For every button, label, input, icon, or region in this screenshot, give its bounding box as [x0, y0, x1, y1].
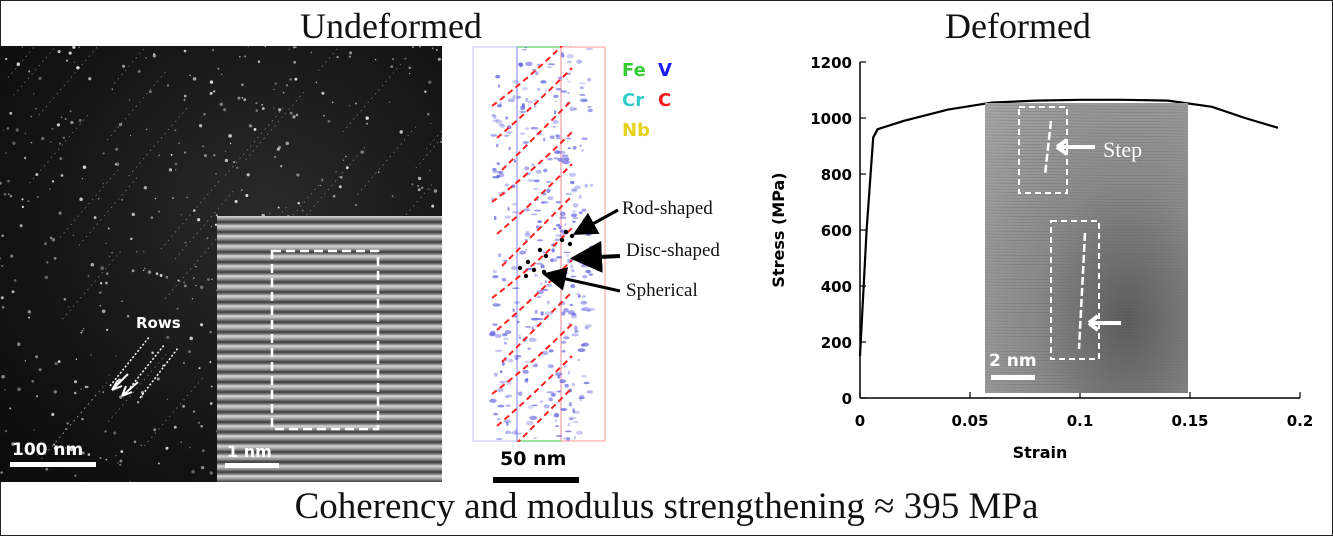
legend-c: C: [658, 90, 672, 111]
legend-fe: Fe: [622, 60, 646, 81]
heading-undeformed: Undeformed: [300, 6, 482, 46]
tem-scale-label: 100 nm: [12, 440, 84, 460]
apt-scale-label: 50 nm: [500, 448, 567, 470]
hrtem-scale-label: 2 nm: [989, 351, 1037, 371]
apt-reconstruction: [472, 46, 606, 442]
rows-label: Rows: [136, 314, 181, 332]
x-tick-label: 0.15: [1171, 412, 1208, 430]
y-tick-label: 200: [821, 334, 852, 352]
y-tick-label: 1000: [810, 110, 852, 128]
tem-scale-bar: [10, 462, 96, 467]
rows-markers: [109, 335, 179, 399]
inset-highlight-box: [270, 249, 380, 431]
x-tick-label: 0.1: [1067, 412, 1094, 430]
x-axis-label: Strain: [1013, 443, 1068, 462]
x-tick-label: 0.2: [1287, 412, 1314, 430]
y-tick-label: 800: [821, 166, 852, 184]
y-tick-label: 400: [821, 278, 852, 296]
y-axis-label: Stress (MPa): [769, 172, 788, 287]
inset-scale-bar: [225, 463, 279, 468]
series-line: [858, 98, 1279, 357]
x-tick-label: 0: [855, 412, 865, 430]
hrtem-inset-undeformed: 1 nm: [217, 216, 442, 482]
legend-nb: Nb: [622, 120, 650, 141]
y-tick-label: 1200: [810, 54, 852, 72]
y-tick-label: 600: [821, 222, 852, 240]
hrtem-deformed-overlay: [985, 104, 1188, 393]
figure-caption: Coherency and modulus strengthening ≈ 39…: [294, 486, 1039, 527]
legend-cr: Cr: [622, 90, 645, 111]
step-label: Step: [1103, 137, 1143, 162]
x-tick-label: 0.05: [951, 412, 988, 430]
apt-scale-bar: [493, 477, 579, 483]
heading-deformed: Deformed: [945, 6, 1091, 46]
apt-atom-map: [472, 46, 606, 442]
annotation-spherical: Spherical: [626, 280, 698, 301]
annotation-disc-shaped: Disc-shaped: [626, 240, 720, 261]
stress-strain-chart: 0 200 400 600 800 1000 1200 0 0.05 0.1 0.15 0.2 St…: [760, 46, 1320, 476]
hrtem-inset-deformed: Step 2 nm: [985, 103, 1188, 393]
annotation-rod-shaped: Rod-shaped: [622, 198, 713, 219]
legend-v: V: [658, 60, 672, 81]
hrtem-scale-bar: [991, 375, 1035, 380]
inset-scale-label: 1 nm: [227, 442, 272, 461]
chart-canvas: 0 200 400 600 800 1000 1200 0 0.05 0.1 0.15 0.2 St…: [769, 54, 1314, 462]
y-tick-label: 0: [842, 390, 852, 408]
